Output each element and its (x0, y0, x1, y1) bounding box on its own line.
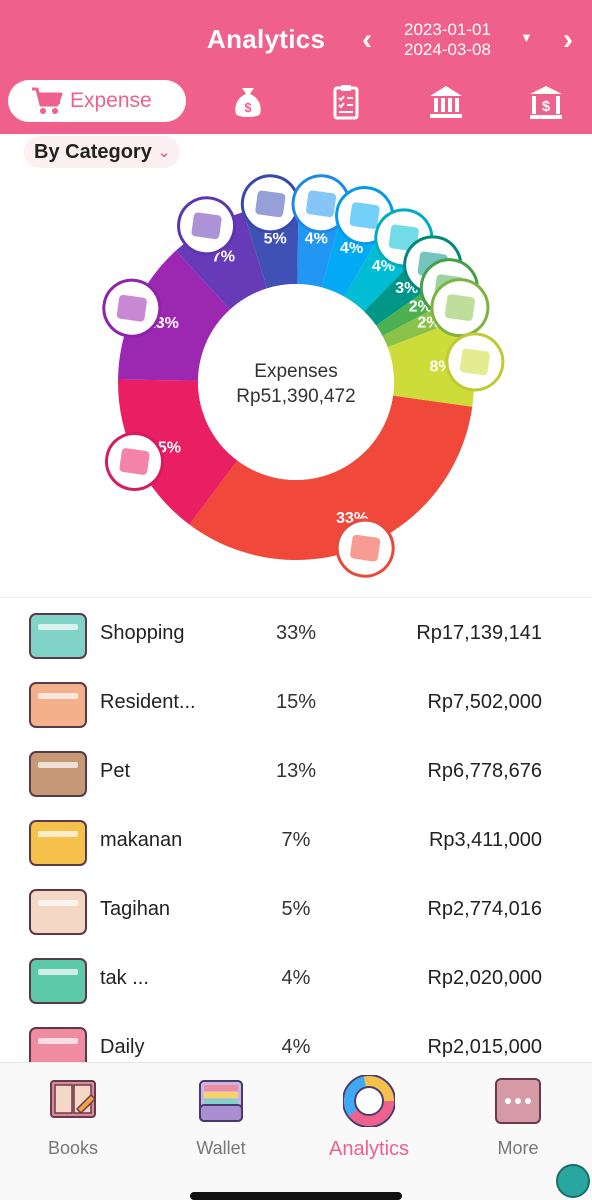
type-tabs: Expense $ $ (0, 76, 592, 126)
list-item-name: Pet (100, 760, 131, 782)
caret-down-icon[interactable]: ▼ (520, 30, 533, 45)
nav-wallet[interactable]: Wallet (161, 1075, 281, 1159)
tab-expense-label: Expense (70, 89, 152, 112)
nav-analytics[interactable]: Analytics (309, 1074, 429, 1161)
analytics-icon (342, 1074, 396, 1128)
svg-text:$: $ (244, 100, 252, 115)
list-item-percent: 7% (281, 829, 311, 851)
clipboard-icon[interactable] (326, 82, 366, 122)
list-item-name: Shopping (100, 622, 185, 644)
category-badge-icon-1 (119, 448, 150, 475)
burger-icon (29, 820, 87, 866)
home-indicator (190, 1192, 402, 1200)
list-item-percent: 33% (275, 622, 317, 644)
expense-donut-chart: 33%15%13%7%5% 4%4%4%3%2%2%8% Expenses Rp5… (99, 174, 505, 583)
price-tag-icon (29, 958, 87, 1004)
house-icon (29, 682, 87, 728)
list-item-name: Tagihan (100, 898, 171, 920)
list-item[interactable]: makanan 7% Rp3,411,000 (0, 807, 592, 875)
list-item-amount: Rp6,778,676 (427, 760, 542, 782)
pet-icon (29, 751, 87, 797)
list-item-name: Daily (100, 1036, 145, 1058)
category-filter-label: By Category (34, 140, 152, 163)
donut-slice-label-5: 4% (305, 230, 328, 247)
category-badge-icon-10 (444, 294, 475, 321)
chevron-right-icon[interactable]: › (563, 23, 573, 56)
bottom-nav: Books Wallet Analytics More (0, 1062, 592, 1200)
list-item[interactable]: Tagihan 5% Rp2,774,016 (0, 876, 592, 944)
donut-slice-0[interactable] (186, 370, 473, 583)
category-badge-icon-4 (255, 190, 286, 218)
list-item-amount: Rp17,139,141 (416, 622, 542, 644)
category-badge-icon-2 (116, 294, 147, 322)
donut-center-label: Expenses (254, 361, 337, 382)
nav-wallet-label: Wallet (196, 1138, 246, 1158)
nav-books[interactable]: Books (13, 1075, 133, 1159)
category-badge-icon-11 (459, 348, 490, 376)
list-item-name: Resident... (100, 691, 196, 713)
donut-slice-label-6: 4% (340, 240, 363, 257)
list-item-name: tak ... (100, 967, 149, 989)
list-item-percent: 4% (281, 967, 311, 989)
list-item-percent: 15% (275, 691, 317, 713)
list-item-amount: Rp2,020,000 (427, 967, 542, 989)
list-item-percent: 13% (275, 760, 317, 782)
cart-icon (32, 87, 63, 114)
page-title: Analytics (207, 24, 326, 54)
category-filter[interactable]: By Category ⌄ (24, 136, 181, 168)
app-header: Analytics ‹ 2023-01-01 2024-03-08 ▼ › Ex… (0, 0, 592, 134)
donut-slice-2[interactable] (117, 245, 237, 394)
donut-slice-label-4: 5% (264, 230, 287, 247)
hand-coin-icon (29, 889, 87, 935)
donut-slice-11[interactable] (381, 309, 484, 407)
list-item-amount: Rp2,774,016 (427, 898, 542, 920)
category-badge-icon-6 (349, 202, 380, 229)
wallet-icon (199, 1080, 243, 1122)
date-end: 2024-03-08 (404, 40, 491, 59)
category-list: Shopping 33% Rp17,139,141 Resident... 15… (0, 597, 592, 1073)
donut-slice-1[interactable] (99, 370, 247, 530)
date-range[interactable]: 2023-01-01 2024-03-08 (404, 20, 491, 60)
nav-books-label: Books (47, 1138, 99, 1158)
nav-more-label: More (497, 1138, 539, 1158)
chevron-down-icon: ⌄ (157, 144, 171, 161)
nav-more[interactable]: More (458, 1075, 578, 1159)
nav-analytics-label: Analytics (328, 1138, 410, 1160)
list-item[interactable]: Daily 4% Rp2,015,000 (0, 1014, 592, 1082)
donut-hole (198, 284, 394, 480)
list-item-amount: Rp3,411,000 (428, 829, 542, 851)
books-icon (50, 1080, 97, 1118)
category-badge-icon-5 (306, 190, 337, 218)
list-item-amount: Rp2,015,000 (427, 1036, 542, 1058)
tab-expense[interactable]: Expense (8, 80, 186, 122)
list-item[interactable]: Pet 13% Rp6,778,676 (0, 738, 592, 806)
shopping-basket-icon (29, 613, 87, 659)
list-item-name: makanan (100, 829, 183, 851)
list-item-percent: 5% (281, 898, 311, 920)
category-badge-icon-0 (350, 534, 381, 562)
list-item[interactable]: tak ... 4% Rp2,020,000 (0, 945, 592, 1013)
list-item-percent: 4% (281, 1036, 311, 1058)
bank-usd-icon[interactable]: $ (526, 82, 566, 122)
list-item-amount: Rp7,502,000 (427, 691, 542, 713)
money-bag-icon[interactable]: $ (228, 82, 268, 122)
donut-center-value: Rp51,390,472 (236, 386, 355, 407)
category-badge-icon-3 (191, 212, 222, 240)
svg-text:$: $ (542, 98, 551, 115)
list-item[interactable]: Resident... 15% Rp7,502,000 (0, 669, 592, 737)
assistant-avatar[interactable] (556, 1164, 590, 1198)
more-icon (495, 1078, 541, 1124)
list-item[interactable]: Shopping 33% Rp17,139,141 (0, 600, 592, 668)
bank-icon[interactable] (426, 82, 466, 122)
chevron-left-icon[interactable]: ‹ (362, 23, 372, 56)
date-start: 2023-01-01 (404, 20, 491, 39)
